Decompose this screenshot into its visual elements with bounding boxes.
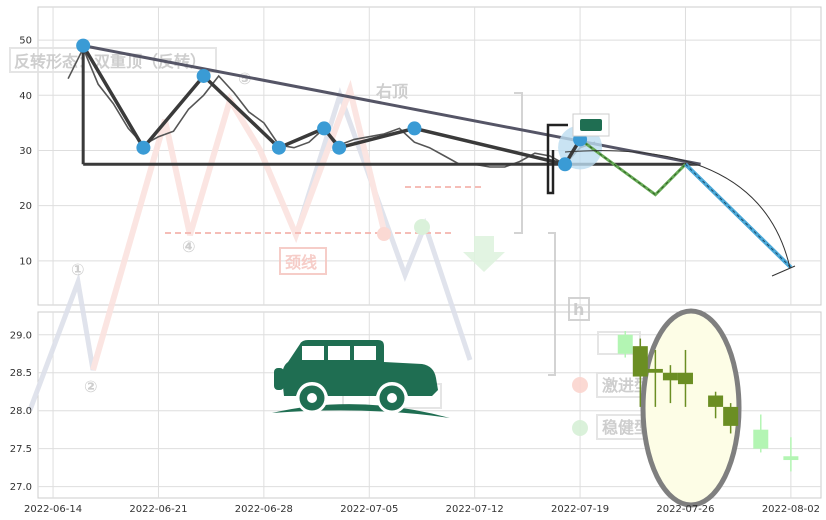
x-tick-label-0: 2022-06-14 — [24, 504, 82, 515]
annotation-badge-icon — [580, 119, 602, 131]
pivot-point-1 — [136, 140, 151, 155]
x-tick-label-3: 2022-07-05 — [340, 504, 398, 515]
pivot-point-7 — [558, 157, 573, 172]
annotation-bracket — [546, 123, 568, 195]
pivot-point-0 — [76, 38, 91, 53]
watermark-sell-dot-green — [414, 219, 430, 235]
watermark-aggressive-dot — [572, 377, 588, 393]
logo-window-2 — [328, 346, 350, 360]
candle-body-0 — [617, 334, 633, 354]
watermark-number-1: ① — [71, 260, 85, 279]
x-tick-label-6: 2022-07-26 — [656, 504, 714, 515]
pivot-point-2 — [196, 68, 211, 83]
projection-arc — [564, 150, 791, 269]
pivot-point-6 — [407, 121, 422, 136]
y-tick-top-4: 50 — [19, 36, 32, 47]
pivot-point-3 — [271, 140, 286, 155]
jeep-logo — [272, 340, 450, 418]
watermark-conservative-dot — [572, 420, 588, 436]
watermark-number-4: ④ — [182, 237, 196, 256]
watermark-sell-dot-red — [377, 227, 391, 241]
y-tick-top-2: 30 — [19, 146, 32, 157]
watermark-neckline-label: 颈线 — [285, 253, 317, 272]
y-tick-bottom-1: 27.5 — [10, 444, 32, 455]
projection-arc-cap — [771, 265, 796, 277]
watermark-right-top: 右顶 — [376, 82, 408, 101]
candle-body-2 — [647, 368, 663, 373]
candle-highlight-ellipse — [640, 308, 742, 508]
candle-body-8 — [783, 456, 799, 461]
watermark-neckline-box — [279, 247, 327, 275]
y-tick-bottom-3: 28.5 — [10, 368, 32, 379]
logo-window-3 — [354, 346, 376, 360]
x-tick-label-2: 2022-06-28 — [235, 504, 293, 515]
logo-window-1 — [302, 346, 324, 360]
y-tick-top-0: 10 — [19, 256, 32, 267]
watermark-h-box — [568, 297, 590, 321]
watermark-down-arrow — [463, 236, 505, 272]
candle-body-3 — [662, 372, 678, 381]
y-tick-top-3: 40 — [19, 91, 32, 102]
watermark-path-red — [90, 79, 388, 371]
candle-body-7 — [753, 429, 769, 449]
pivot-point-5 — [332, 140, 347, 155]
watermark-number-5: ⑤ — [238, 69, 252, 88]
logo-spare-tire — [274, 368, 284, 390]
projection-down-dash — [685, 163, 792, 268]
pivot-point-4 — [317, 121, 332, 136]
y-tick-top-1: 20 — [19, 201, 32, 212]
projection-up-dash — [579, 139, 686, 196]
x-tick-label-7: 2022-08-02 — [762, 504, 820, 515]
y-tick-bottom-2: 28.0 — [10, 406, 32, 417]
watermark-bracket-h — [548, 232, 556, 376]
y-tick-bottom-4: 29.0 — [10, 330, 32, 341]
watermark-title: 反转形态：双重顶（反转） — [14, 52, 206, 71]
candle-body-5 — [708, 395, 724, 407]
candle-body-1 — [632, 346, 648, 377]
candle-body-4 — [677, 372, 693, 385]
logo-hub-front — [387, 393, 397, 403]
candle-body-6 — [723, 406, 739, 426]
x-tick-label-5: 2022-07-19 — [551, 504, 609, 515]
watermark-title-box — [9, 47, 217, 73]
watermark-h-letter: h — [573, 300, 584, 319]
top-panel — [37, 6, 822, 306]
logo-hub-rear — [307, 393, 317, 403]
watermark-number-2: ② — [84, 377, 98, 396]
y-tick-bottom-0: 27.0 — [10, 482, 32, 493]
x-tick-label-4: 2022-07-12 — [446, 504, 504, 515]
x-tick-label-1: 2022-06-21 — [129, 504, 187, 515]
